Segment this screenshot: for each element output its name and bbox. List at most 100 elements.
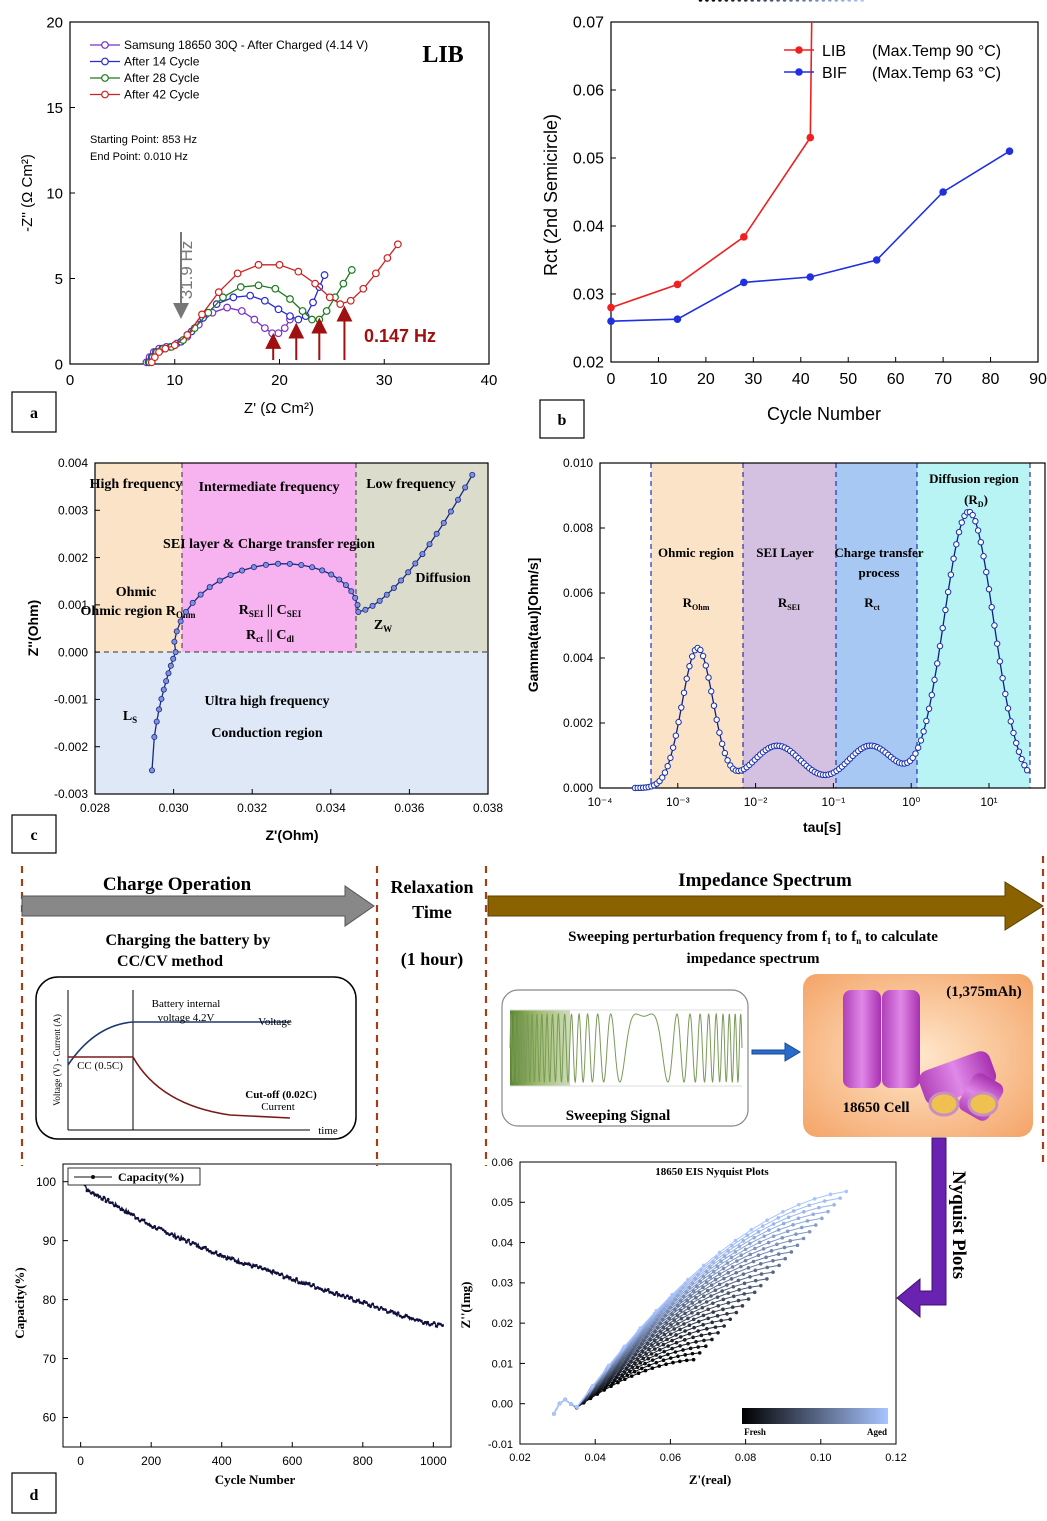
capacity-point xyxy=(140,1218,144,1222)
series-point xyxy=(371,269,380,278)
eis-point xyxy=(769,0,774,2)
series-point xyxy=(233,269,242,278)
eis-colorbar-high: Aged xyxy=(867,1427,887,1437)
eis-point xyxy=(756,0,761,2)
series-point xyxy=(254,260,263,269)
series-point xyxy=(336,300,345,309)
series-point xyxy=(309,298,317,307)
nyquist-label: Nyquist Plots xyxy=(948,1171,969,1279)
capacity-point xyxy=(350,1296,353,1299)
series-point xyxy=(237,307,246,315)
chart-a-start-point: Starting Point: 853 Hz xyxy=(90,134,197,146)
nyquist-point xyxy=(354,601,361,608)
series-point xyxy=(393,240,402,249)
capacity-point xyxy=(166,1232,169,1235)
eis-point xyxy=(741,1239,746,1243)
eis-point xyxy=(654,1309,659,1313)
capacity-xlabel: Cycle Number xyxy=(215,1472,296,1487)
capacity-point xyxy=(324,1289,328,1292)
series-point xyxy=(161,344,170,353)
nyquist-point xyxy=(262,561,269,568)
eis-point xyxy=(717,1272,722,1276)
chart-b-legend: LIB (Max.Temp 90 °C) BIF (Max.Temp 63 °C) xyxy=(784,43,1001,82)
capacity-point xyxy=(113,1204,116,1208)
eis-xlabel: Z'(real) xyxy=(689,1472,731,1487)
y-tick-label: 70 xyxy=(43,1352,57,1366)
eis-point xyxy=(752,1235,756,1240)
eis-point xyxy=(654,1360,659,1365)
drt-rsei-s: SEI xyxy=(787,603,800,612)
sweep-line-2: impedance spectrum xyxy=(687,951,820,967)
drt-label-process: process xyxy=(859,565,900,580)
y-tick-label: -0.01 xyxy=(488,1439,513,1451)
capacity-point xyxy=(221,1254,224,1258)
nyquist-point xyxy=(160,686,167,693)
capacity-point xyxy=(381,1307,385,1311)
eis-point xyxy=(707,1331,712,1336)
inset-cutoff-label: Cut-off (0.02C) xyxy=(245,1089,317,1101)
y-tick-label: 0.04 xyxy=(492,1237,513,1249)
capacity-point xyxy=(125,1211,129,1215)
x-tick-label: 400 xyxy=(212,1454,232,1468)
eis-point xyxy=(713,1325,718,1329)
chart-b-frame xyxy=(610,21,1039,363)
nyquist-point xyxy=(352,594,359,601)
x-tick-label: 50 xyxy=(839,371,857,388)
chart-c-xlabel: Z'(Ohm) xyxy=(265,827,318,843)
capacity-point xyxy=(119,1208,123,1211)
drt-point xyxy=(991,622,998,629)
eis-point xyxy=(789,1250,794,1254)
eis-point xyxy=(710,1320,714,1325)
series-point xyxy=(315,315,324,324)
y-tick-label: 5 xyxy=(55,271,63,288)
nyquist-point xyxy=(455,496,462,503)
eis-point xyxy=(690,1351,695,1356)
panel-label-b-box xyxy=(539,399,585,439)
eis-point xyxy=(668,1356,673,1360)
eis-point xyxy=(781,1221,786,1226)
capacity-point xyxy=(225,1257,229,1261)
drt-point xyxy=(958,519,965,526)
capacity-point xyxy=(318,1287,322,1290)
eis-point xyxy=(673,1350,678,1354)
capacity-point xyxy=(218,1252,222,1256)
eis-point xyxy=(751,1259,756,1264)
series-point xyxy=(204,308,213,317)
eis-point xyxy=(726,1291,731,1295)
drt-point xyxy=(686,663,693,670)
capacity-point xyxy=(305,1282,309,1285)
eis-point xyxy=(796,1202,801,1207)
nyquist-point xyxy=(369,602,376,609)
eis-point xyxy=(713,1288,718,1293)
capacity-point xyxy=(94,1193,97,1196)
y-tick-label: 100 xyxy=(36,1175,56,1189)
ls-l: L xyxy=(123,709,132,724)
drt-point xyxy=(972,518,979,525)
x-tick-label: 0.08 xyxy=(735,1452,756,1464)
capacity-point xyxy=(180,1237,184,1241)
drt-point xyxy=(678,704,685,711)
eis-point xyxy=(606,1363,611,1368)
y-tick-label: 0.002 xyxy=(58,551,88,565)
eis-point xyxy=(715,1314,720,1318)
eis-point xyxy=(731,1294,736,1299)
eis-colorbar-low: Fresh xyxy=(744,1427,766,1437)
capacity-point xyxy=(426,1320,430,1324)
nyquist-point xyxy=(177,618,184,625)
chart-a-ylabel: -Z'' (Ω Cm²) xyxy=(19,154,36,232)
eis-point xyxy=(726,1301,731,1305)
capacity-point xyxy=(85,1189,89,1193)
drt-point xyxy=(664,762,671,770)
series-point xyxy=(347,266,356,274)
y-tick-label: 0.008 xyxy=(563,521,593,535)
drt-point xyxy=(667,754,674,762)
eis-point xyxy=(712,1269,716,1274)
drt-label-ohmic: Ohmic region xyxy=(658,545,735,560)
capacity-point xyxy=(360,1301,364,1305)
eis-point xyxy=(720,1289,724,1293)
eis-point xyxy=(635,1357,640,1362)
eis-point xyxy=(776,1228,781,1232)
eis-point xyxy=(650,1366,655,1370)
eis-point xyxy=(782,0,787,2)
cell-capacity: (1,375mAh) xyxy=(946,984,1021,1000)
